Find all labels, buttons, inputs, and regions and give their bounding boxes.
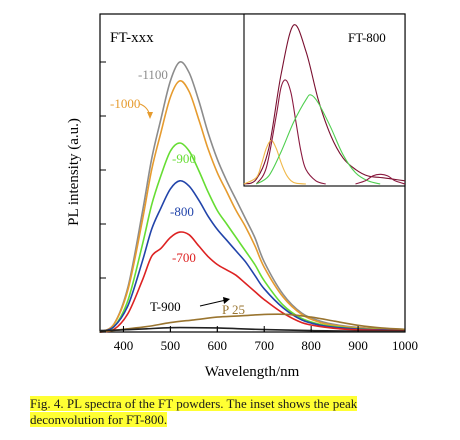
main-series-line-1100 [99,61,406,333]
main-x-tick-label: 500 [161,338,181,353]
label-1000: -1000 [110,96,140,111]
y-axis-label: PL intensity (a.u.) [66,118,82,226]
label-t900: T-900 [150,299,181,314]
inset-frame [243,13,406,187]
figure-caption: Fig. 4. PL spectra of the FT powders. Th… [30,396,454,428]
inset-series-line-fit-3 [256,94,381,185]
main-series-line-t-900 [99,326,405,333]
inset-series-line-fit-2 [255,79,326,185]
inset-series-line-measured [243,24,406,185]
label-900: -900 [172,151,196,166]
main-curves [99,61,406,333]
main-series-line-900 [99,142,406,333]
arrowhead-t900 [223,297,230,304]
arrowhead-1000 [147,112,153,119]
inset-curves [243,24,406,185]
main-series-line-1000 [99,80,406,333]
label-800: -800 [170,204,194,219]
arrow-t900 [199,299,227,307]
main-series-line-p-25 [99,313,406,333]
inset-series-line-fit-4 [355,173,406,185]
main-series-line-700 [99,231,406,333]
main-x-tick-label: 900 [348,338,368,353]
main-ticks: 400 500 600 700 800 900 1000 [100,61,418,353]
label-700: -700 [172,250,196,265]
caption-line-1: Fig. 4. PL spectra of the FT powders. Th… [30,396,358,411]
main-x-tick-label: 400 [114,338,134,353]
caption-line-2: deconvolution for FT-800. [30,412,168,427]
main-x-tick-label: 700 [254,338,274,353]
main-series-line-800 [99,179,406,333]
inset-title: FT-800 [348,30,386,45]
main-title: FT-xxx [110,30,154,46]
main-x-tick-label: 600 [208,338,228,353]
inset-series-line-fit-1 [243,139,306,185]
label-1100: -1100 [138,67,168,82]
x-axis-label: Wavelength/nm [205,364,300,380]
label-p25: P 25 [222,302,245,317]
main-x-tick-label: 1000 [392,338,418,353]
pl-spectra-figure: 400 500 600 700 800 900 1000 FT-xxx Wavelength… [66,13,418,380]
main-x-tick-label: 800 [301,338,321,353]
